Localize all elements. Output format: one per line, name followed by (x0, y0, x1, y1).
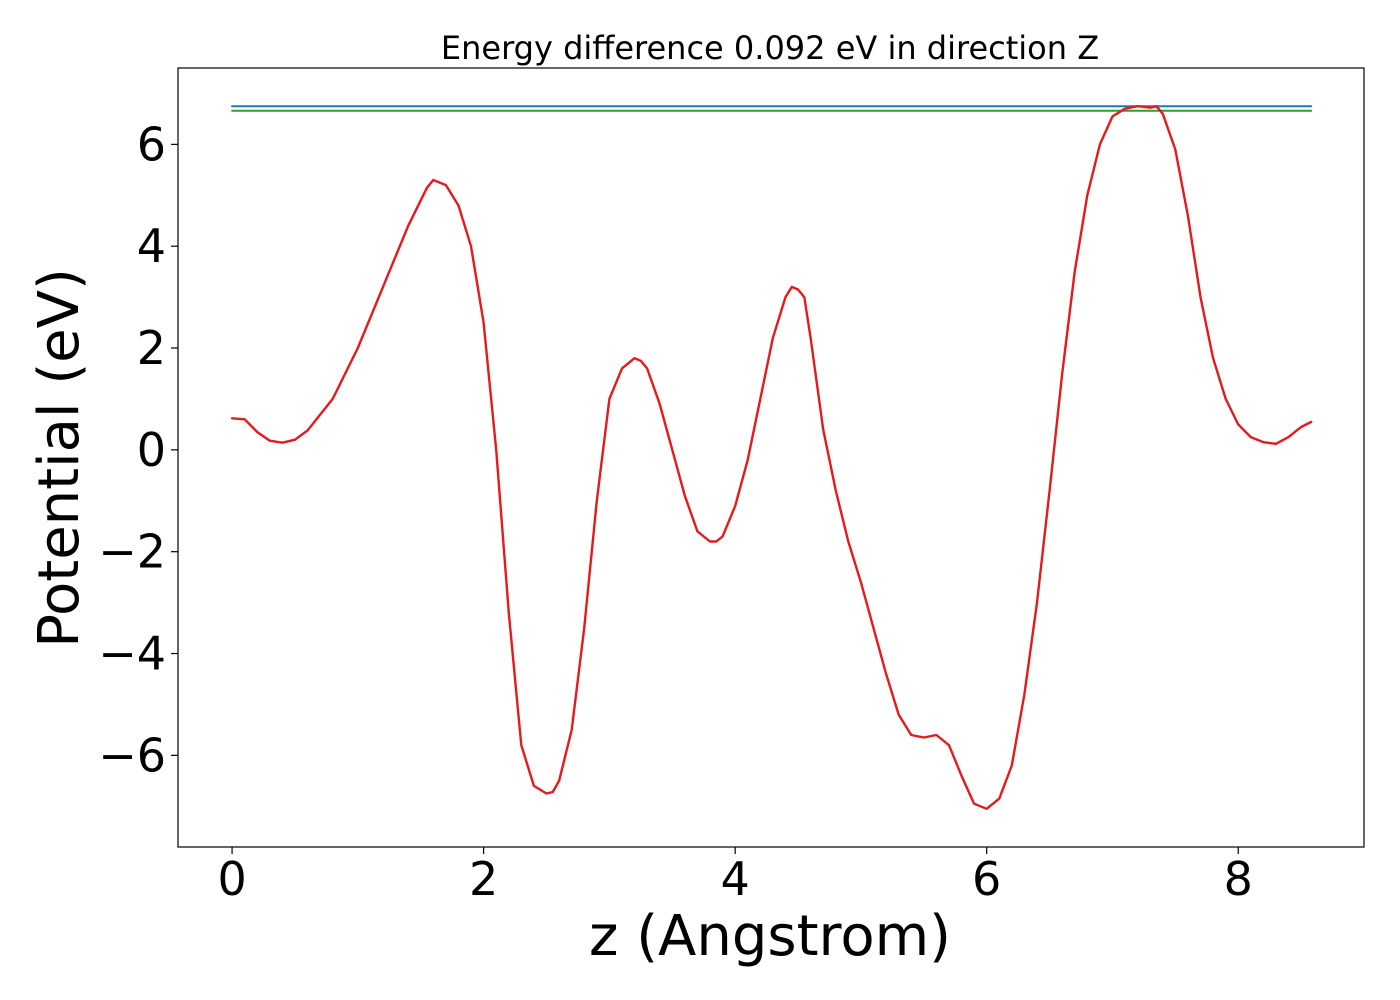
y-tick-label: −4 (98, 627, 166, 681)
y-tick-label: −6 (98, 728, 166, 782)
x-tick-label: 8 (1224, 852, 1253, 906)
y-axis-label: Potential (eV) (27, 268, 92, 648)
series-layer (230, 105, 1313, 810)
y-axis-ticks: 6 4 2 0 −2 −4 −6 (98, 117, 178, 782)
plot-area-frame (177, 67, 1365, 848)
y-tick-label: 2 (137, 321, 166, 375)
y-tick-label: 0 (137, 423, 166, 477)
y-tick-label: 6 (137, 117, 166, 171)
y-tick-label: 4 (137, 219, 166, 273)
x-tick-label: 6 (972, 852, 1001, 906)
x-tick-label: 2 (469, 852, 498, 906)
y-tick-label: −2 (98, 525, 166, 579)
series-line-3 (230, 105, 1313, 810)
x-axis-label: z (Angstrom) (589, 904, 951, 969)
x-axis-ticks: 0 2 4 6 8 (217, 847, 1253, 906)
chart-title: Energy difference 0.092 eV in direction … (441, 29, 1099, 67)
x-tick-label: 4 (721, 852, 750, 906)
x-tick-label: 0 (217, 852, 246, 906)
